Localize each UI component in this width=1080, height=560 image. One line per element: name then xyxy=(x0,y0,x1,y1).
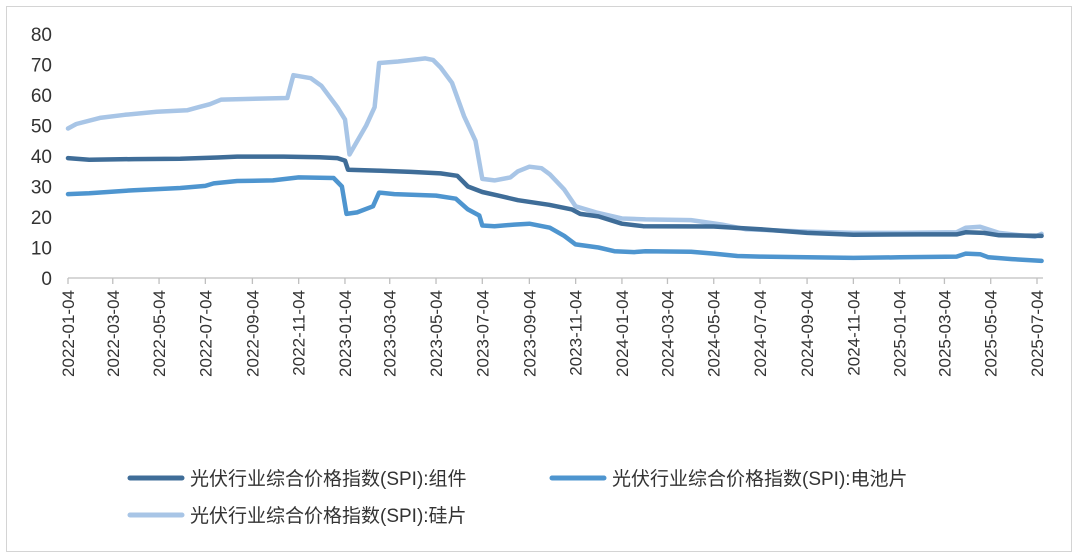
x-tick-label: 2023-05-04 xyxy=(427,290,446,377)
x-tick-label: 2022-07-04 xyxy=(196,290,215,377)
series-line xyxy=(65,154,1044,239)
x-tick-label: 2025-07-04 xyxy=(1028,290,1047,377)
y-tick-label: 50 xyxy=(31,117,52,138)
x-tick-label: 2024-05-04 xyxy=(705,290,724,377)
x-tick-label: 2022-11-04 xyxy=(290,290,309,376)
y-tick-label: 0 xyxy=(41,269,52,290)
chart-frame xyxy=(6,6,1072,552)
x-tick-label: 2024-01-04 xyxy=(613,290,632,377)
x-tick-label: 2023-11-04 xyxy=(567,290,586,376)
x-tick-label: 2024-03-04 xyxy=(658,290,677,377)
x-tick-label: 2022-09-04 xyxy=(243,290,262,377)
x-tick-label: 2023-09-04 xyxy=(520,290,539,377)
x-tick-label: 2024-11-04 xyxy=(844,290,863,376)
x-tick-label: 2022-03-04 xyxy=(104,290,123,377)
x-tick-label: 2022-05-04 xyxy=(150,290,169,377)
y-tick-label: 60 xyxy=(31,86,52,107)
legend-label: 光伏行业综合价格指数(SPI):硅片 xyxy=(190,505,467,527)
x-tick-label: 2023-03-04 xyxy=(381,290,400,377)
x-tick-label: 2023-07-04 xyxy=(473,290,492,377)
x-tick-label: 2025-03-04 xyxy=(935,290,954,377)
x-tick-label: 2025-05-04 xyxy=(982,290,1001,377)
x-tick-label: 2023-01-04 xyxy=(336,290,355,377)
x-tick-label: 2025-01-04 xyxy=(891,290,910,377)
y-tick-label: 80 xyxy=(31,25,52,46)
y-tick-label: 30 xyxy=(31,178,52,199)
y-tick-label: 70 xyxy=(31,56,52,77)
y-tick-label: 20 xyxy=(31,208,52,229)
x-tick-label: 2024-09-04 xyxy=(798,290,817,377)
series-line xyxy=(65,175,1044,264)
y-tick-label: 10 xyxy=(31,239,52,260)
legend-label: 光伏行业综合价格指数(SPI):组件 xyxy=(190,468,467,490)
x-tick-label: 2022-01-04 xyxy=(59,290,78,377)
legend-label: 光伏行业综合价格指数(SPI):电池片 xyxy=(612,468,908,490)
x-tick-label: 2024-07-04 xyxy=(751,290,770,377)
y-tick-label: 40 xyxy=(31,147,52,168)
series-line xyxy=(65,56,1044,240)
